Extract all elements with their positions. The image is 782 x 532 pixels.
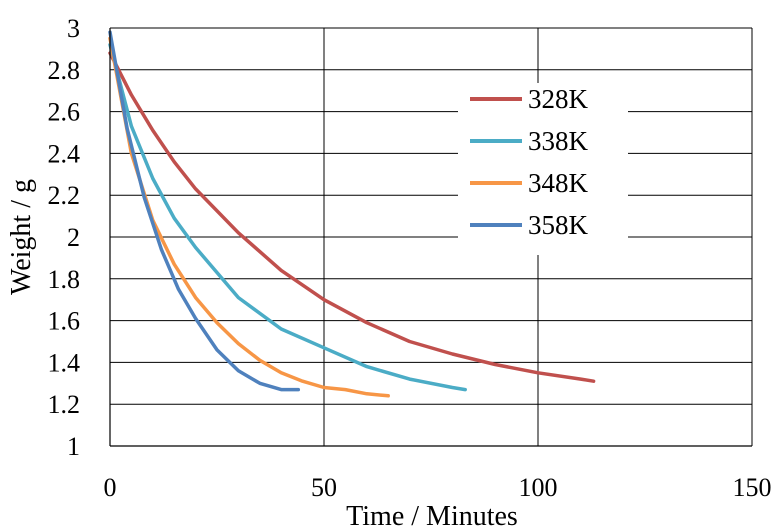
series-line-338K xyxy=(108,42,467,392)
y-tick-label: 3 xyxy=(67,14,80,43)
legend-label: 358K xyxy=(528,210,589,240)
x-axis-title: Time / Minutes xyxy=(346,501,518,532)
y-tick-label: 1.8 xyxy=(48,265,81,294)
y-tick-label: 1.6 xyxy=(48,307,81,336)
y-tick-label: 1.4 xyxy=(48,348,81,377)
legend: 328K 338K 348K 358K xyxy=(458,83,628,255)
y-tick-label: 1.2 xyxy=(48,390,81,419)
x-tick-label: 100 xyxy=(519,473,558,502)
y-tick-label: 2.6 xyxy=(48,98,81,127)
y-tick-label: 2 xyxy=(67,223,80,252)
legend-label: 328K xyxy=(528,84,589,114)
axes-layer xyxy=(109,28,752,447)
series-layer xyxy=(108,30,596,398)
x-tick-label: 150 xyxy=(733,473,772,502)
x-tick-label: 50 xyxy=(311,473,337,502)
y-tick-label: 2.8 xyxy=(48,56,81,85)
legend-label: 338K xyxy=(528,126,589,156)
legend-label: 348K xyxy=(528,168,589,198)
x-tick-label: 0 xyxy=(104,473,117,502)
series-line-348K xyxy=(108,36,390,398)
y-tick-label: 1 xyxy=(67,432,80,461)
y-axis-title: Weight / g xyxy=(6,179,37,295)
series-line-358K xyxy=(108,30,301,392)
y-tick-label: 2.2 xyxy=(48,181,81,210)
series-line-328K xyxy=(108,51,596,383)
tick-labels: 1 1.2 1.4 1.6 1.8 2 2.2 2.4 2.6 2.8 3 0 50 100 150 xyxy=(48,14,772,502)
y-tick-label: 2.4 xyxy=(48,139,81,168)
